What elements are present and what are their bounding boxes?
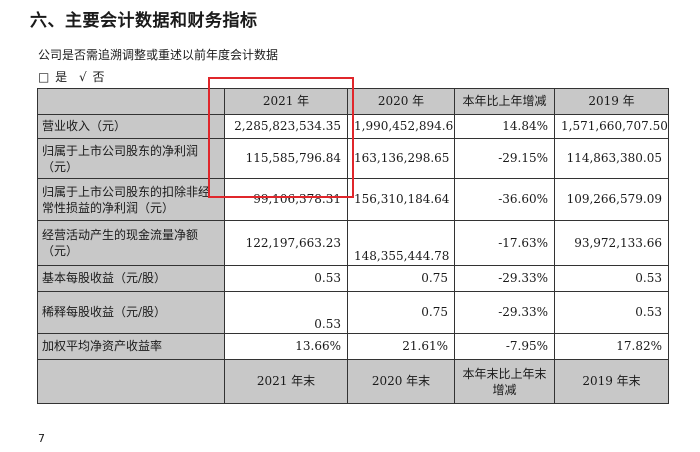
value-2021: 99,106,378.31 <box>224 178 348 221</box>
value-2021: 115,585,796.84 <box>224 138 348 179</box>
value-change: -29.33% <box>454 265 555 292</box>
value-change: -17.63% <box>454 220 555 266</box>
table-row: 营业收入（元） 2,285,823,534.35 1,990,452,894.6… <box>37 114 669 139</box>
value-change: -29.15% <box>454 138 555 179</box>
header-cell: 2019 年 <box>554 88 669 115</box>
value-2020: 0.75 <box>347 265 455 292</box>
header-cell <box>37 88 225 115</box>
table-row: 加权平均净资产收益率 13.66% 21.61% -7.95% 17.82% <box>37 333 669 360</box>
table-row: 归属于上市公司股东的净利润（元） 115,585,796.84 163,136,… <box>37 138 669 179</box>
value-2021: 122,197,663.23 <box>224 220 348 266</box>
value-2021: 0.53 <box>224 265 348 292</box>
unchecked-box-icon: □ <box>38 70 50 84</box>
checkmark-icon: √ <box>79 70 87 84</box>
table-header-row: 2021 年 2020 年 本年比上年增减 2019 年 <box>37 88 669 115</box>
footer-cell: 2021 年末 <box>224 359 348 404</box>
value-2019: 0.53 <box>554 291 669 334</box>
restatement-question: 公司是否需追溯调整或重述以前年度会计数据 <box>38 48 279 62</box>
header-cell: 2021 年 <box>224 88 348 115</box>
footer-cell: 本年末比上年末增减 <box>454 359 555 404</box>
table-footer-row: 2021 年末 2020 年末 本年末比上年末增减 2019 年末 <box>37 359 669 404</box>
table-row: 稀释每股收益（元/股） 0.53 0.75 -29.33% 0.53 <box>37 291 669 334</box>
table-row: 基本每股收益（元/股） 0.53 0.75 -29.33% 0.53 <box>37 265 669 292</box>
value-change: -36.60% <box>454 178 555 221</box>
row-label: 归属于上市公司股东的净利润（元） <box>37 138 225 179</box>
value-2021: 0.53 <box>224 291 348 334</box>
value-2019: 109,266,579.09 <box>554 178 669 221</box>
value-change: -29.33% <box>454 291 555 334</box>
header-cell: 本年比上年增减 <box>454 88 555 115</box>
value-2019: 17.82% <box>554 333 669 360</box>
row-label: 稀释每股收益（元/股） <box>37 291 225 334</box>
row-label: 基本每股收益（元/股） <box>37 265 225 292</box>
footer-cell <box>37 359 225 404</box>
value-2021: 2,285,823,534.35 <box>224 114 348 139</box>
answer-yes-label: 是 <box>55 70 68 84</box>
value-2020: 1,990,452,894.61 <box>347 114 455 139</box>
row-label: 营业收入（元） <box>37 114 225 139</box>
value-2019: 0.53 <box>554 265 669 292</box>
footer-cell: 2019 年末 <box>554 359 669 404</box>
value-2020: 0.75 <box>347 291 455 334</box>
value-change: 14.84% <box>454 114 555 139</box>
section-title: 六、主要会计数据和财务指标 <box>30 11 258 31</box>
page-number: 7 <box>38 432 45 445</box>
row-label: 经营活动产生的现金流量净额（元） <box>37 220 225 266</box>
value-2020: 156,310,184.64 <box>347 178 455 221</box>
row-label: 归属于上市公司股东的扣除非经常性损益的净利润（元） <box>37 178 225 221</box>
value-change: -7.95% <box>454 333 555 360</box>
value-2019: 1,571,660,707.50 <box>554 114 669 139</box>
value-2020: 21.61% <box>347 333 455 360</box>
financial-indicators-table: 2021 年 2020 年 本年比上年增减 2019 年 营业收入（元） 2,2… <box>37 88 669 404</box>
value-2019: 114,863,380.05 <box>554 138 669 179</box>
table-row: 经营活动产生的现金流量净额（元） 122,197,663.23 148,355,… <box>37 220 669 266</box>
value-2020: 148,355,444.78 <box>347 220 455 266</box>
value-2021: 13.66% <box>224 333 348 360</box>
value-2020: 163,136,298.65 <box>347 138 455 179</box>
header-cell: 2020 年 <box>347 88 455 115</box>
restatement-answer: □ 是 √ 否 <box>38 68 107 85</box>
value-2019: 93,972,133.66 <box>554 220 669 266</box>
answer-no-label: 否 <box>92 70 105 84</box>
table-row: 归属于上市公司股东的扣除非经常性损益的净利润（元） 99,106,378.31 … <box>37 178 669 221</box>
row-label: 加权平均净资产收益率 <box>37 333 225 360</box>
footer-cell: 2020 年末 <box>347 359 455 404</box>
